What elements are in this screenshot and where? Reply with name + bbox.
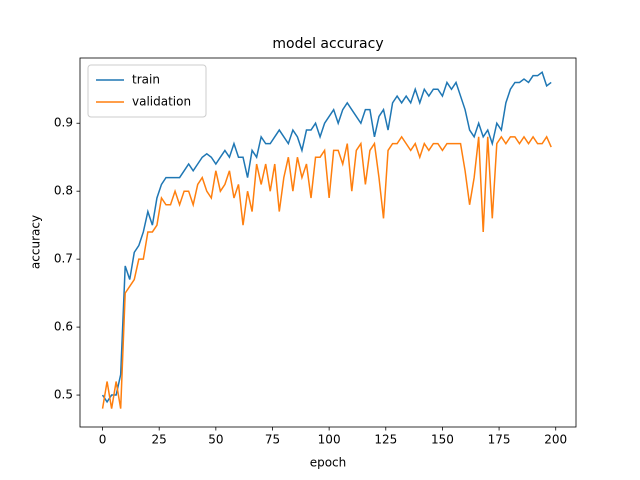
legend-box: [87, 64, 207, 118]
y-tick-label: 0.7: [54, 252, 73, 266]
legend-label: validation: [132, 95, 191, 109]
y-tick-label: 0.9: [54, 116, 73, 130]
chart-title: model accuracy: [272, 36, 383, 52]
x-tick-label: 100: [318, 433, 341, 447]
x-tick-label: 200: [544, 433, 567, 447]
y-tick-label: 0.6: [54, 320, 73, 334]
legend-label: train: [132, 73, 160, 87]
line-series: [101, 71, 552, 404]
y-tick-label: 0.8: [54, 184, 73, 198]
x-tick-label: 125: [374, 433, 397, 447]
x-tick-label: 150: [431, 433, 454, 447]
y-tick-label: 0.5: [54, 388, 73, 402]
x-tick-label: 175: [488, 433, 511, 447]
plot-frame: [79, 57, 577, 428]
y-axis-label: accuracy: [29, 215, 43, 269]
x-tick-label: 25: [152, 433, 167, 447]
x-tick-label: 0: [99, 433, 107, 447]
x-tick-label: 75: [265, 433, 280, 447]
x-axis-label: epoch: [310, 456, 347, 470]
line-series: [101, 135, 552, 409]
x-tick-label: 50: [208, 433, 223, 447]
